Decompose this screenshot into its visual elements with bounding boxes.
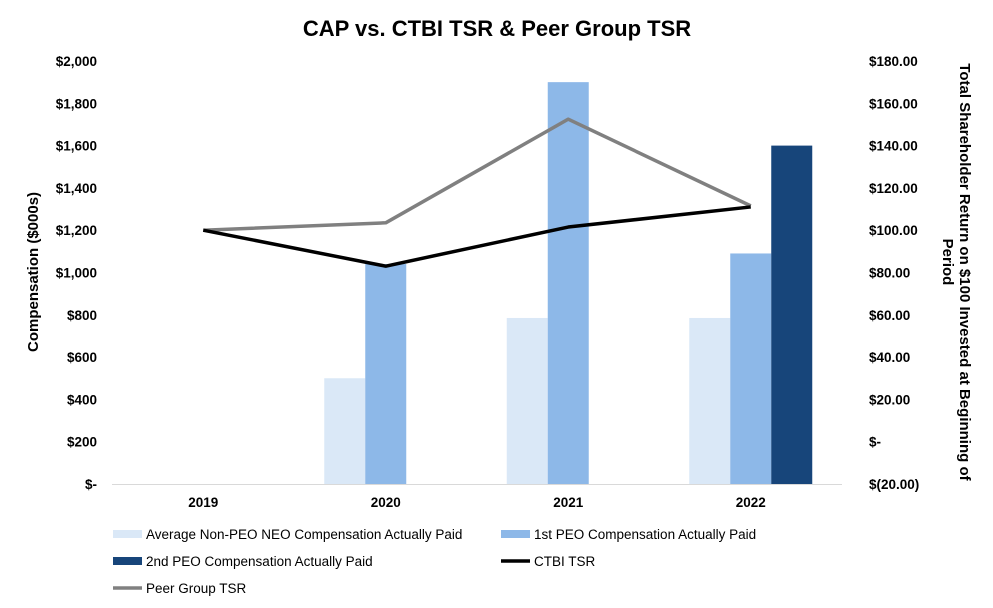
- y-tick-label: $1,000: [56, 266, 97, 281]
- bar-2022-2: [730, 253, 772, 484]
- secondary-y-tick-label: $40.00: [869, 350, 910, 365]
- y-tick-label: $2,000: [56, 54, 97, 69]
- secondary-y-tick-label: $180.00: [869, 54, 918, 69]
- line-peer-group-tsr: [203, 117, 752, 232]
- x-tick-labels: 2019 2020 2021 2022: [188, 495, 766, 510]
- secondary-y-axis-title: Total Shareholder Return on $100 Investe…: [939, 63, 973, 481]
- legend-label-ctbi-tsr: CTBI TSR: [534, 554, 596, 569]
- y-axis-title: Compensation ($000s): [25, 192, 42, 352]
- lines: [202, 117, 752, 268]
- y-tick-label: $800: [67, 308, 97, 323]
- line-ctbi-tsr: [202, 205, 751, 268]
- bars: [324, 82, 813, 485]
- legend-swatch-average-non-peo-neo-compensation-actually-paid: [113, 530, 142, 538]
- bar-2022-3: [771, 145, 813, 484]
- x-tick-label: 2021: [553, 495, 584, 510]
- secondary-y-tick-label: $20.00: [869, 392, 910, 407]
- y-tick-label: $400: [67, 392, 97, 407]
- y-tick-labels: $- $200 $400 $600 $800 $1,000 $1,200 $1,400 $1,6…: [56, 54, 97, 492]
- legend: Average Non-PEO NEO Compensation Actuall…: [113, 527, 756, 596]
- secondary-y-axis-title-line-1: Total Shareholder Return on $100 Investe…: [956, 63, 973, 481]
- bar-2020-2: [365, 264, 407, 484]
- x-tick-label: 2022: [736, 495, 766, 510]
- secondary-y-tick-label: $80.00: [869, 266, 910, 281]
- y-tick-label: $1,600: [56, 139, 97, 154]
- x-tick-label: 2020: [371, 495, 401, 510]
- bar-2022-1: [689, 317, 731, 484]
- y-tick-label: $-: [85, 477, 97, 492]
- x-tick-label: 2019: [188, 495, 218, 510]
- secondary-y-tick-label: $140.00: [869, 139, 918, 154]
- bar-2020-1: [324, 378, 366, 484]
- secondary-y-tick-labels: $(20.00) $- $20.00 $40.00 $60.00 $80.00 $100.0…: [869, 54, 919, 492]
- legend-swatch-2nd-peo-compensation-actually-paid: [113, 557, 142, 565]
- secondary-y-tick-label: $120.00: [869, 181, 918, 196]
- secondary-y-tick-label: $160.00: [869, 96, 918, 111]
- y-tick-label: $600: [67, 350, 97, 365]
- chart-title: CAP vs. CTBI TSR & Peer Group TSR: [303, 16, 691, 41]
- legend-label-average-non-peo-neo-compensation-actually-paid: Average Non-PEO NEO Compensation Actuall…: [146, 527, 462, 542]
- y-tick-label: $1,200: [56, 223, 97, 238]
- secondary-y-tick-label: $-: [869, 435, 881, 450]
- y-tick-label: $1,400: [56, 181, 97, 196]
- secondary-y-tick-label: $(20.00): [869, 477, 919, 492]
- y-tick-label: $200: [67, 435, 97, 450]
- bar-2021-2: [547, 82, 589, 485]
- legend-label-2nd-peo-compensation-actually-paid: 2nd PEO Compensation Actually Paid: [146, 554, 373, 569]
- y-tick-label: $1,800: [56, 96, 97, 111]
- secondary-y-tick-label: $60.00: [869, 308, 910, 323]
- legend-label-1st-peo-compensation-actually-paid: 1st PEO Compensation Actually Paid: [534, 527, 756, 542]
- legend-label-peer-group-tsr: Peer Group TSR: [146, 581, 247, 596]
- secondary-y-axis-title-line-2: Period: [939, 239, 956, 286]
- secondary-y-tick-label: $100.00: [869, 223, 918, 238]
- bar-2021-1: [506, 317, 548, 484]
- legend-swatch-1st-peo-compensation-actually-paid: [501, 530, 530, 538]
